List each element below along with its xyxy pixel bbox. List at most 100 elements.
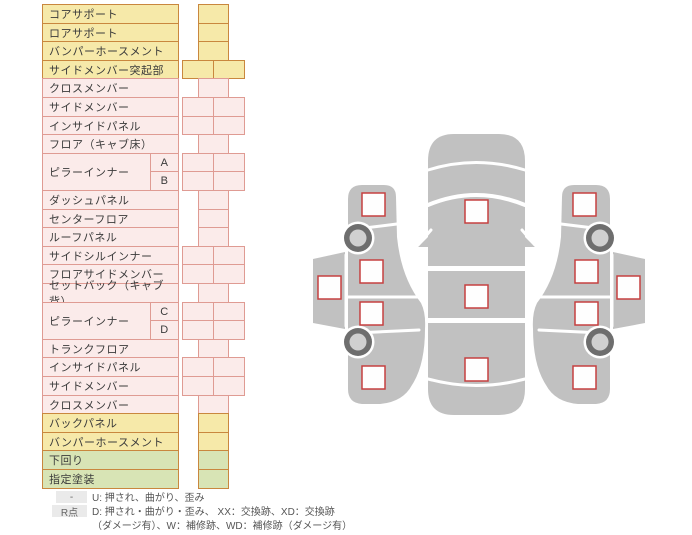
part-label: 指定塗装 — [42, 469, 179, 489]
damage-cell[interactable] — [198, 339, 229, 358]
car-diagram — [313, 134, 645, 415]
damage-cell[interactable] — [198, 23, 229, 42]
part-label: バンパーホースメント — [42, 41, 179, 61]
part-label: トランクフロア — [42, 339, 179, 358]
damage-cell[interactable] — [182, 171, 214, 191]
part-label: センターフロア — [42, 209, 179, 228]
diagram-checkbox-left-rear-door[interactable] — [359, 301, 384, 326]
diagram-checkbox-left-front-door[interactable] — [359, 259, 384, 284]
part-label: ピラーインナー — [42, 302, 152, 340]
car-side-body — [348, 185, 426, 404]
damage-cell[interactable] — [198, 41, 229, 61]
damage-cell[interactable] — [213, 376, 245, 396]
pillar-sub-label: C — [150, 302, 179, 321]
damage-cell[interactable] — [213, 357, 245, 377]
car-top-body — [428, 134, 525, 415]
damage-cell[interactable] — [198, 190, 229, 210]
hood-line — [426, 161, 527, 172]
part-label: バンパーホースメント — [42, 432, 179, 451]
part-label: バックパネル — [42, 413, 179, 433]
damage-cell[interactable] — [213, 246, 245, 265]
part-label: ロアサポート — [42, 23, 179, 42]
part-label: ルーフパネル — [42, 227, 179, 247]
damage-cell[interactable] — [198, 209, 229, 228]
mirror-separator — [416, 228, 433, 247]
roof-front-separator — [427, 266, 527, 271]
damage-cell[interactable] — [213, 153, 245, 172]
roof-rear-separator — [427, 318, 527, 323]
left-mirror — [418, 232, 433, 247]
damage-cell[interactable] — [198, 283, 229, 303]
diagram-checkbox-left-roof-side[interactable] — [317, 275, 342, 300]
rear-wheel — [341, 325, 375, 359]
damage-cell[interactable] — [182, 376, 214, 396]
legend-badge-dash: - — [56, 491, 87, 503]
part-label: サイドメンバー — [42, 376, 179, 396]
diagram-checkbox-right-rear-fender[interactable] — [572, 365, 597, 390]
part-label: ダッシュパネル — [42, 190, 179, 210]
part-label: 下回り — [42, 450, 179, 470]
damage-cell[interactable] — [198, 469, 229, 489]
damage-cell[interactable] — [213, 264, 245, 284]
damage-cell[interactable] — [198, 134, 229, 154]
damage-cell[interactable] — [182, 97, 214, 117]
part-label: ピラーインナー — [42, 153, 152, 191]
damage-cell[interactable] — [182, 246, 214, 265]
mirror-separator — [520, 228, 537, 247]
damage-cell[interactable] — [198, 450, 229, 470]
legend-line-3: （ダメージ有）、W：補修跡、WD：補修跡（ダメージ有） — [92, 521, 353, 532]
damage-cell[interactable] — [213, 60, 245, 79]
damage-cell[interactable] — [182, 302, 214, 321]
diagram-checkbox-left-rear-fender[interactable] — [361, 365, 386, 390]
part-label: サイドメンバー — [42, 97, 179, 117]
diagram-checkbox-right-rear-door[interactable] — [574, 301, 599, 326]
damage-cell[interactable] — [182, 153, 214, 172]
damage-cell[interactable] — [213, 97, 245, 117]
damage-cell[interactable] — [182, 264, 214, 284]
damage-cell[interactable] — [213, 302, 245, 321]
part-label: セットバック（キャブ背） — [42, 280, 179, 308]
pillar-sub-label: D — [150, 320, 179, 340]
damage-cell[interactable] — [213, 320, 245, 340]
damage-cell[interactable] — [213, 116, 245, 135]
windshield-line — [426, 193, 527, 207]
top-view — [416, 134, 537, 415]
part-label: サイドシルインナー — [42, 246, 179, 265]
front-wheel — [341, 221, 375, 255]
diagram-checkbox-hood[interactable] — [464, 199, 489, 224]
part-label: インサイドパネル — [42, 116, 179, 135]
left-side-view — [313, 185, 426, 404]
part-label: フロア（キャブ床） — [42, 134, 179, 154]
damage-cell[interactable] — [182, 60, 214, 79]
damage-cell[interactable] — [198, 432, 229, 451]
diagram-checkbox-right-roof-side[interactable] — [616, 275, 641, 300]
right-mirror — [520, 232, 535, 247]
legend-badge-rpoint: R点 — [52, 505, 87, 519]
diagram-checkbox-right-front-door[interactable] — [574, 259, 599, 284]
legend-line-2: D: 押され・曲がり・歪み、 XX：交換跡、XD：交換跡 — [92, 507, 335, 518]
damage-cell[interactable] — [182, 320, 214, 340]
right-side-view — [532, 185, 645, 404]
diagram-checkbox-left-front-fender[interactable] — [361, 192, 386, 217]
damage-cell[interactable] — [198, 78, 229, 98]
part-label: クロスメンバー — [42, 78, 179, 98]
damage-cell[interactable] — [198, 4, 229, 24]
diagram-checkbox-roof[interactable] — [464, 284, 489, 309]
part-label: サイドメンバー突起部 — [42, 60, 179, 79]
rear-wheel — [583, 325, 617, 359]
diagram-checkbox-trunk[interactable] — [464, 357, 489, 382]
rear-window-line — [426, 377, 527, 387]
pillar-sub-label: B — [150, 171, 179, 191]
legend-line-1: U: 押され、曲がり、歪み — [92, 493, 205, 504]
damage-cell[interactable] — [182, 116, 214, 135]
diagram-checkbox-right-front-fender[interactable] — [572, 192, 597, 217]
damage-cell[interactable] — [198, 227, 229, 247]
damage-cell[interactable] — [182, 357, 214, 377]
damage-cell[interactable] — [198, 395, 229, 414]
front-wheel — [583, 221, 617, 255]
damage-cell[interactable] — [213, 171, 245, 191]
part-label: インサイドパネル — [42, 357, 179, 377]
pillar-sub-label: A — [150, 153, 179, 172]
damage-cell[interactable] — [198, 413, 229, 433]
